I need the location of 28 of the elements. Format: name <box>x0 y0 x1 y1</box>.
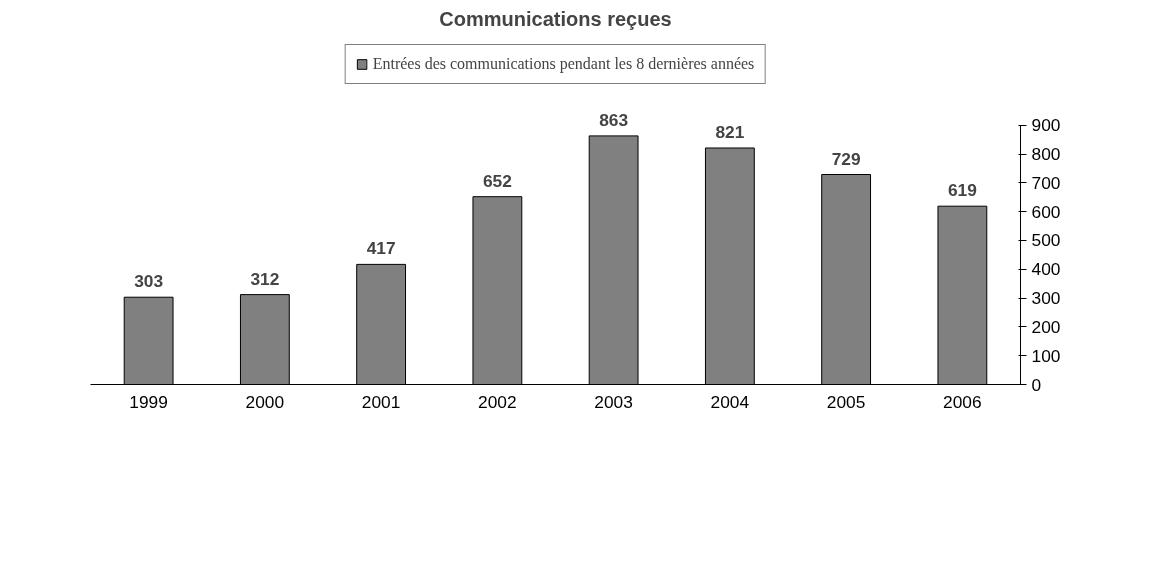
data-label: 312 <box>250 268 280 289</box>
x-tick-label: 2004 <box>710 391 750 412</box>
legend-label: Entrées des communications pendant les 8 dernières années <box>372 55 755 73</box>
x-tick-label: 2006 <box>943 391 982 412</box>
data-label: 619 <box>947 180 977 201</box>
data-label: 821 <box>715 122 745 142</box>
y-tick-label: 900 <box>1031 115 1061 136</box>
x-tick-label: 2002 <box>478 391 517 412</box>
y-tick-label: 100 <box>1031 345 1061 366</box>
data-label: 863 <box>599 109 629 130</box>
y-tick-label: 800 <box>1031 144 1061 165</box>
y-tick-label: 500 <box>1031 230 1061 251</box>
y-tick-label: 400 <box>1031 259 1061 280</box>
data-label: 652 <box>482 170 512 191</box>
data-label: 417 <box>366 238 396 259</box>
x-tick-label: 2000 <box>245 391 285 412</box>
data-label: 729 <box>831 148 861 169</box>
data-label: 303 <box>134 271 164 292</box>
y-tick-label: 0 <box>1031 374 1042 395</box>
x-tick-label: 1999 <box>129 391 168 412</box>
y-tick-label: 600 <box>1031 201 1061 222</box>
y-tick-label: 300 <box>1031 288 1061 309</box>
chart-title: Communications reçues <box>439 7 672 30</box>
y-tick-label: 700 <box>1031 172 1061 193</box>
x-tick-label: 2005 <box>826 391 866 412</box>
y-tick-label: 200 <box>1031 316 1061 337</box>
x-tick-label: 2001 <box>361 391 401 412</box>
x-tick-label: 2003 <box>594 391 633 412</box>
